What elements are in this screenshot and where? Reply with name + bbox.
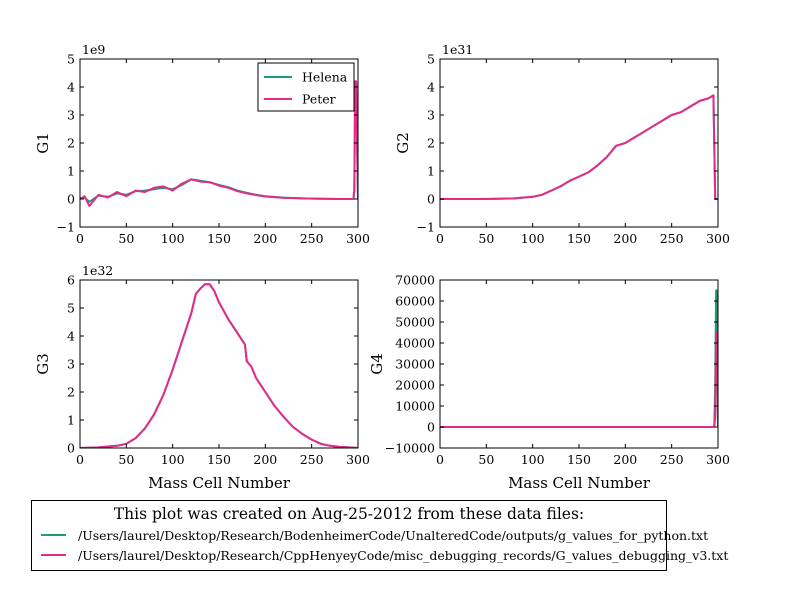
footer-file-row-helena: /Users/laurel/Desktop/Research/Bodenheim…	[41, 527, 708, 543]
panel-3-series-peter	[80, 283, 358, 448]
panel-2-ylabel: G2	[394, 132, 412, 154]
panel-3-frame	[79, 279, 359, 449]
panel-2-xtick-label: 0	[436, 231, 444, 246]
footer-title: This plot was created on Aug-25-2012 fro…	[113, 505, 585, 523]
panel-4-xtick-label: 300	[706, 452, 730, 467]
panel-3-exponent-label: 1e32	[82, 263, 113, 278]
panel-4-series-peter	[440, 331, 718, 428]
panel-4-ytick-label: −10000	[385, 441, 435, 456]
panel-4-ytick-label: 60000	[395, 294, 435, 309]
panel-1-xtick-label: 250	[300, 231, 324, 246]
footer-file-row-peter: /Users/laurel/Desktop/Research/CppHenyey…	[41, 547, 728, 563]
panel-3-ytick-label: 0	[67, 441, 75, 456]
panel-2-xtick-label: 150	[567, 231, 591, 246]
panel-3-series-helena	[80, 283, 358, 448]
panel-3-ytick-label: 5	[67, 301, 75, 316]
panel-3-ytick-label: 2	[67, 385, 75, 400]
panel-2-xtick-label: 100	[521, 231, 545, 246]
panel-3-xtick-label: 200	[253, 452, 277, 467]
panel-3-xtick-label: 250	[300, 452, 324, 467]
footer-file-peter: /Users/laurel/Desktop/Research/CppHenyey…	[78, 547, 729, 563]
panel-4-ylabel: G4	[368, 353, 386, 375]
panel-1-ytick-label: 3	[67, 108, 75, 123]
panel-4-ytick-label: 70000	[395, 273, 435, 288]
panel-2-ytick-label: 2	[427, 136, 435, 151]
panel-3-xtick-label: 0	[76, 452, 84, 467]
footer-line-peter	[41, 554, 66, 556]
panel-4-ytick-label: 0	[427, 420, 435, 435]
panel-3-ylabel: G3	[34, 353, 52, 375]
panel-4-xtick-label: 150	[567, 452, 591, 467]
panel-1-ytick-label: 4	[67, 80, 75, 95]
panel-4-xtick-label: 100	[521, 452, 545, 467]
panel-2-ytick-label: 4	[427, 80, 435, 95]
panel-1-series-peter	[80, 80, 358, 207]
panel-1-ytick-label: 1	[67, 164, 75, 179]
panel-2-ytick-label: 5	[427, 52, 435, 67]
panel-4-series-helena	[440, 289, 718, 428]
panel-2-xtick-label: 200	[613, 231, 637, 246]
panel-1-exponent-label: 1e9	[82, 42, 105, 57]
panel-1-xtick-label: 50	[118, 231, 134, 246]
footer-file-helena: /Users/laurel/Desktop/Research/Bodenheim…	[78, 527, 709, 543]
panel-3-ytick-label: 6	[67, 273, 75, 288]
panel-2-ytick-label: 3	[427, 108, 435, 123]
panel-2-series-peter	[440, 94, 718, 200]
panel-3-xlabel: Mass Cell Number	[148, 474, 291, 492]
panel-3-xtick-label: 50	[118, 452, 134, 467]
panel-1-legend-label-peter: Peter	[302, 92, 336, 107]
panel-1-xtick-label: 0	[76, 231, 84, 246]
panel-3-xtick-label: 100	[161, 452, 185, 467]
panel-2-xtick-label: 50	[478, 231, 494, 246]
panel-4-ytick-label: 20000	[395, 378, 435, 393]
panel-3-xtick-label: 300	[346, 452, 370, 467]
panel-1-xtick-label: 300	[346, 231, 370, 246]
panel-2-series-helena	[440, 94, 718, 200]
panel-1-legend-label-helena: Helena	[302, 70, 348, 85]
panel-1-ylabel: G1	[34, 132, 52, 154]
panel-4-xtick-label: 50	[478, 452, 494, 467]
panel-4-frame	[439, 279, 719, 449]
footer-legend-box: This plot was created on Aug-25-2012 fro…	[31, 500, 728, 571]
panel-1-ytick-label: 5	[67, 52, 75, 67]
panel-3-ytick-label: 3	[67, 357, 75, 372]
panel-2-ytick-label: −1	[417, 220, 435, 235]
panel-1-ytick-label: −1	[57, 220, 75, 235]
panel-1-legend-box	[257, 62, 355, 112]
panel-3-xtick-label: 150	[207, 452, 231, 467]
panel-4-ytick-label: 30000	[395, 357, 435, 372]
panel-3-ytick-label: 4	[67, 329, 75, 344]
panel-2-exponent-label: 1e31	[442, 42, 473, 57]
panel-1-xtick-label: 200	[253, 231, 277, 246]
panel-2-xtick-label: 300	[706, 231, 730, 246]
panel-1-ytick-label: 0	[67, 192, 75, 207]
panel-4-xtick-label: 0	[436, 452, 444, 467]
panel-2-frame	[439, 58, 719, 228]
panel-4-xtick-label: 250	[660, 452, 684, 467]
panel-1-xtick-label: 150	[207, 231, 231, 246]
panel-2-xtick-label: 250	[660, 231, 684, 246]
panel-1-ytick-label: 2	[67, 136, 75, 151]
panel-4-ytick-label: 50000	[395, 315, 435, 330]
panel-4-xtick-label: 200	[613, 452, 637, 467]
panel-1-xtick-label: 100	[161, 231, 185, 246]
panel-4-xlabel: Mass Cell Number	[508, 474, 651, 492]
panel-2-ytick-label: 1	[427, 164, 435, 179]
panel-4-ytick-label: 10000	[395, 399, 435, 414]
panel-4-ytick-label: 40000	[395, 336, 435, 351]
panel-2-ytick-label: 0	[427, 192, 435, 207]
panel-3-ytick-label: 1	[67, 413, 75, 428]
footer-line-helena	[41, 534, 66, 536]
